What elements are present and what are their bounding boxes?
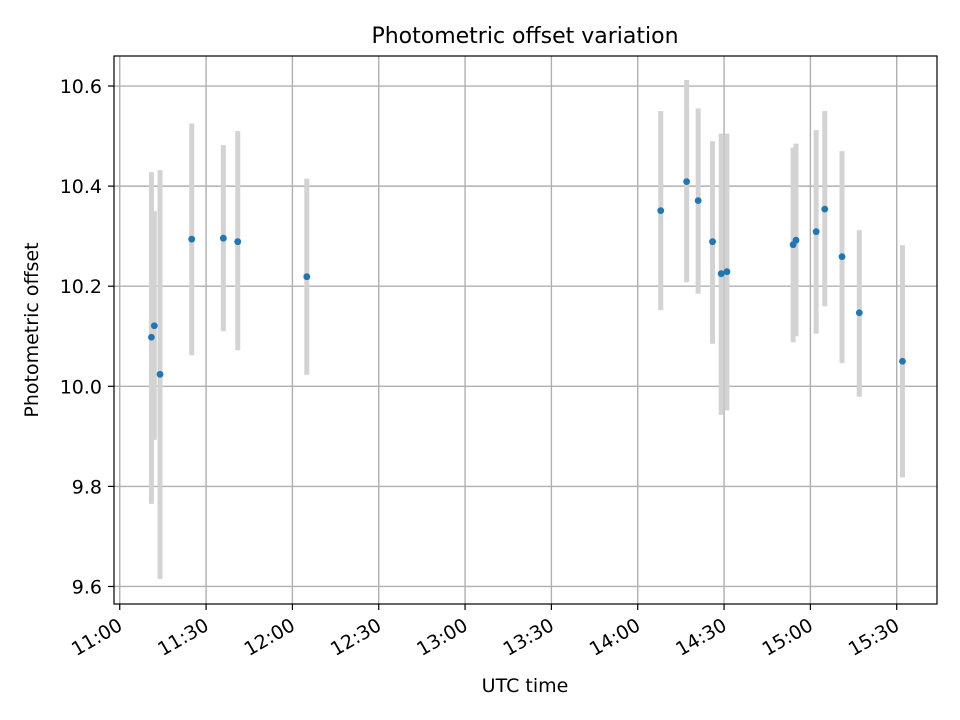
chart-title: Photometric offset variation: [371, 24, 678, 49]
y-tick-label: 10.4: [60, 176, 102, 198]
y-tick-label: 9.8: [72, 476, 102, 498]
data-point: [709, 238, 716, 246]
point-layer: [148, 178, 906, 378]
data-point: [188, 235, 196, 243]
data-point: [855, 309, 863, 317]
data-point: [723, 268, 731, 276]
data-point: [303, 273, 311, 281]
data-point: [657, 207, 665, 215]
data-point: [792, 236, 800, 244]
data-point: [683, 178, 691, 186]
grid-layer: [114, 56, 937, 604]
data-point: [812, 228, 820, 236]
data-point: [150, 322, 158, 330]
data-point: [219, 234, 227, 242]
y-tick-label: 9.6: [72, 576, 102, 598]
y-axis-label: Photometric offset: [21, 242, 43, 417]
y-tick-label: 10.2: [60, 276, 102, 298]
y-axis-ticks: 9.6 9.8 10.0 10.2 10.4 10.6: [60, 76, 114, 598]
data-point: [234, 238, 242, 246]
data-point: [717, 270, 725, 278]
y-tick-label: 10.0: [60, 376, 102, 398]
y-tick-label: 10.6: [60, 76, 102, 98]
data-point: [899, 357, 906, 365]
data-point: [156, 370, 164, 378]
data-point: [694, 197, 702, 205]
data-point: [821, 205, 829, 213]
x-axis-label: UTC time: [482, 675, 569, 697]
data-point: [148, 333, 155, 341]
data-point: [838, 253, 846, 261]
plot-frame: [113, 55, 938, 605]
